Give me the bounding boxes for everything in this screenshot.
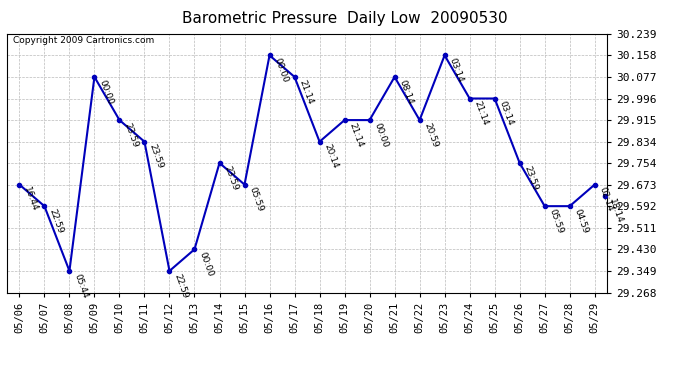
Text: 03:14: 03:14 [497,100,515,127]
Text: 00:00: 00:00 [373,122,390,149]
Text: 18:14: 18:14 [607,197,624,225]
Text: 21:14: 21:14 [297,78,315,105]
Text: 23:59: 23:59 [122,122,139,149]
Text: 05:59: 05:59 [547,207,564,235]
Text: 00:00: 00:00 [97,78,115,106]
Text: 23:59: 23:59 [222,164,239,192]
Text: Copyright 2009 Cartronics.com: Copyright 2009 Cartronics.com [13,36,154,45]
Text: 21:14: 21:14 [347,122,364,148]
Text: 00:00: 00:00 [273,57,290,84]
Text: 05:44: 05:44 [72,272,90,300]
Text: 02:14: 02:14 [598,186,615,213]
Text: 23:59: 23:59 [147,143,164,170]
Text: 05:59: 05:59 [247,186,264,213]
Text: 03:14: 03:14 [447,57,464,84]
Text: 08:14: 08:14 [397,78,415,106]
Text: 16:44: 16:44 [22,186,39,213]
Text: 00:00: 00:00 [197,251,215,278]
Text: 04:59: 04:59 [573,207,590,235]
Text: Barometric Pressure  Daily Low  20090530: Barometric Pressure Daily Low 20090530 [182,11,508,26]
Text: 23:59: 23:59 [522,164,540,192]
Text: 20:59: 20:59 [422,122,440,149]
Text: 20:14: 20:14 [322,143,339,170]
Text: 22:59: 22:59 [47,207,64,235]
Text: 21:14: 21:14 [473,100,490,127]
Text: 22:59: 22:59 [172,272,190,300]
